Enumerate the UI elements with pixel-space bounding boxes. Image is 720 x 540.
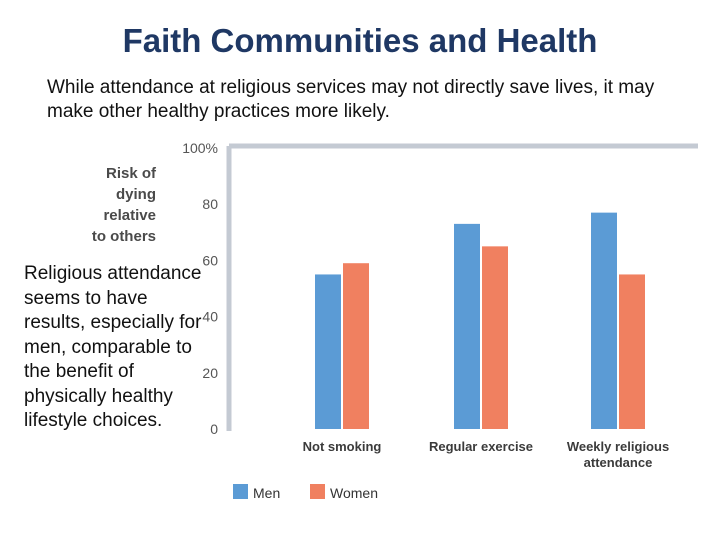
bar-men xyxy=(591,212,617,429)
y-tick-label: 20 xyxy=(202,365,218,381)
x-category-label: Regular exercise xyxy=(429,439,533,454)
bar-men xyxy=(315,274,341,429)
y-axis-label-line: dying xyxy=(116,186,156,203)
slide-subtitle: While attendance at religious services m… xyxy=(47,77,655,122)
slide-title: Faith Communities and Health xyxy=(122,22,598,59)
y-tick-label: 0 xyxy=(210,421,218,437)
bar-men xyxy=(454,223,480,429)
legend-label: Women xyxy=(330,485,378,501)
legend-label: Men xyxy=(253,485,280,501)
y-axis-label: Risk of dying relative to others xyxy=(70,163,156,247)
y-tick-label: 100% xyxy=(182,140,218,156)
legend-swatch-women xyxy=(310,484,325,499)
y-tick-label: 60 xyxy=(202,252,218,268)
y-axis-label-line: relative xyxy=(103,207,156,224)
bar-women xyxy=(619,274,645,429)
side-note: Religious attendance seems to have resul… xyxy=(24,263,202,431)
x-category-label: attendance xyxy=(584,455,653,470)
y-tick-label: 80 xyxy=(202,196,218,212)
y-tick-label: 40 xyxy=(202,309,218,325)
bar-women xyxy=(343,263,369,429)
x-category-label: Not smoking xyxy=(303,439,382,454)
bar-women xyxy=(482,246,508,429)
y-axis-label-line: to others xyxy=(91,228,156,245)
y-axis-label-line: Risk of xyxy=(105,165,156,182)
x-category-label: Weekly religious xyxy=(567,439,669,454)
legend-swatch-men xyxy=(233,484,248,499)
